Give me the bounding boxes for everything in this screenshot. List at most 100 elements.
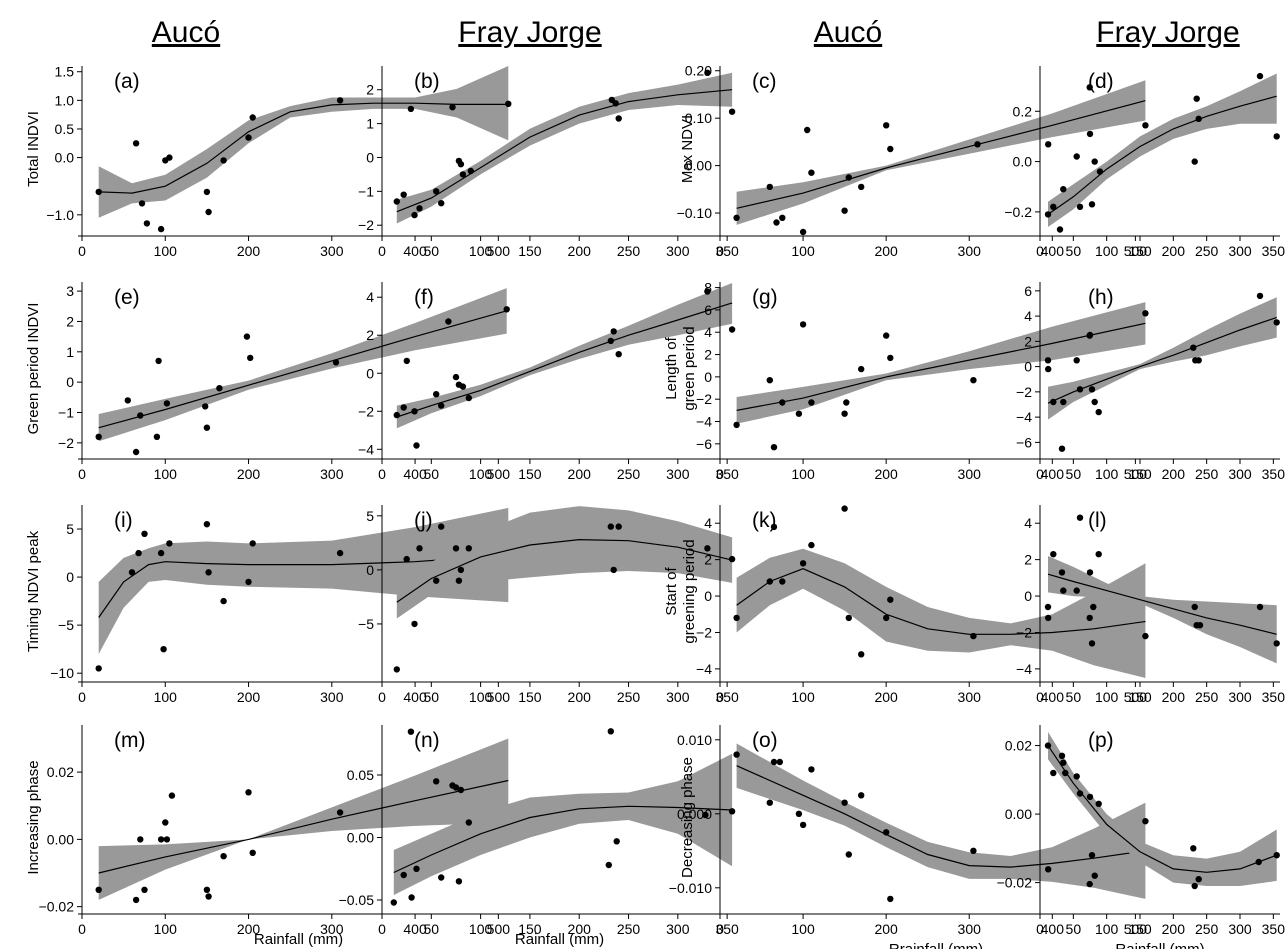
y-tick-label: 2	[366, 327, 374, 343]
data-point	[408, 894, 415, 901]
data-point	[465, 394, 472, 402]
y-tick-label: −5	[358, 616, 374, 632]
panel-label: (c)	[752, 70, 777, 93]
data-point	[728, 108, 736, 115]
y-axis-label: Length of	[663, 336, 680, 399]
fit-line	[1047, 573, 1277, 635]
x-tick-label: 200	[874, 243, 898, 259]
x-tick-label: 400	[403, 466, 427, 482]
data-point	[467, 167, 474, 175]
x-tick-label: 100	[469, 921, 493, 937]
data-point	[1273, 852, 1280, 859]
data-point	[799, 560, 807, 567]
data-point	[704, 69, 711, 77]
data-point	[1273, 133, 1280, 140]
x-tick-label: 200	[568, 689, 592, 705]
data-point	[770, 523, 778, 531]
x-tick-label: 100	[154, 243, 178, 259]
data-point	[779, 578, 786, 585]
data-point	[1091, 398, 1098, 406]
data-point	[1050, 203, 1057, 210]
x-tick-label: 200	[237, 243, 261, 259]
y-tick-label: 0.00	[347, 830, 374, 846]
data-point	[766, 377, 773, 384]
x-tick-label: 350	[1262, 243, 1286, 259]
fit-line	[98, 779, 509, 874]
x-tick-label: 200	[1162, 466, 1186, 482]
y-tick-label: 0.00	[1005, 806, 1032, 822]
fit-line	[1047, 745, 1277, 873]
panel-label: (b)	[414, 70, 440, 93]
panel-n: 0 50 100 150 200 250 300 350 −0.05 0.00 0.05 (n)	[339, 725, 739, 937]
y-tick-label: 6	[704, 302, 712, 318]
x-tick-label: 50	[1066, 689, 1082, 705]
data-point	[143, 220, 151, 227]
y-tick-label: −0.05	[339, 892, 375, 908]
data-point	[702, 811, 709, 819]
data-point	[841, 799, 848, 806]
data-point	[141, 530, 148, 537]
y-tick-label: −6	[1016, 434, 1032, 450]
data-point	[1086, 130, 1094, 138]
y-tick-label: 0.2	[1013, 103, 1033, 119]
x-tick-label: 50	[1066, 921, 1082, 937]
data-point	[247, 354, 254, 362]
x-tick-label: 0	[378, 689, 386, 705]
data-point	[413, 865, 420, 872]
data-point	[336, 809, 344, 816]
data-point	[457, 161, 465, 168]
data-point	[845, 851, 852, 858]
x-tick-label: 150	[518, 466, 542, 482]
y-tick-label: −2	[1016, 624, 1032, 640]
x-tick-label: 200	[568, 466, 592, 482]
y-axis-label: Decreasing phase	[679, 757, 696, 878]
x-tick-label: 100	[791, 689, 815, 705]
data-point	[205, 208, 212, 216]
x-tick-label: 300	[320, 921, 344, 937]
x-tick-label: 400	[1041, 243, 1065, 259]
y-tick-label: 3	[66, 283, 74, 299]
x-tick-label: 150	[1128, 921, 1152, 937]
y-tick-label: −0.02	[39, 899, 75, 915]
x-tick-label: 0	[716, 689, 724, 705]
x-tick-label: 300	[320, 466, 344, 482]
x-tick-label: 50	[424, 243, 440, 259]
data-point	[1060, 759, 1067, 766]
x-tick-label: 100	[791, 243, 815, 259]
data-point	[728, 808, 736, 815]
x-tick-label: 150	[518, 243, 542, 259]
y-tick-label: 0.00	[47, 831, 74, 847]
x-tick-label: 0	[1036, 689, 1044, 705]
data-point	[887, 596, 894, 603]
x-tick-label: 500	[487, 243, 511, 259]
x-tick-label: 200	[874, 466, 898, 482]
data-point	[1095, 551, 1102, 558]
y-tick-label: 0.0	[55, 150, 75, 166]
data-point	[1050, 398, 1057, 406]
x-axis-label: Rrainfall (mm)	[889, 941, 983, 949]
data-point	[449, 104, 456, 111]
x-tick-label: 300	[958, 466, 982, 482]
data-point	[160, 646, 167, 653]
data-point	[166, 540, 173, 547]
y-tick-label: 0.10	[685, 110, 712, 126]
y-tick-label: −0.010	[669, 880, 712, 896]
data-point	[1088, 386, 1096, 393]
y-tick-label: 1	[66, 344, 74, 360]
y-tick-label: −2	[696, 391, 712, 407]
data-point	[1060, 186, 1067, 193]
data-point	[249, 540, 256, 547]
x-tick-label: 400	[403, 689, 427, 705]
x-tick-label: 500	[487, 921, 511, 937]
x-tick-label: 100	[154, 689, 178, 705]
data-point	[970, 847, 977, 854]
x-tick-label: 500	[487, 689, 511, 705]
x-tick-label: 500	[1124, 689, 1148, 705]
y-axis-label: greening period	[681, 539, 698, 643]
y-tick-label: 8	[704, 280, 712, 296]
data-point	[858, 651, 865, 658]
panel-l: 0 50 100 150 200 250 300 350 −4 −2 0 2 4 (l)	[1016, 505, 1285, 705]
data-point	[1196, 622, 1204, 629]
